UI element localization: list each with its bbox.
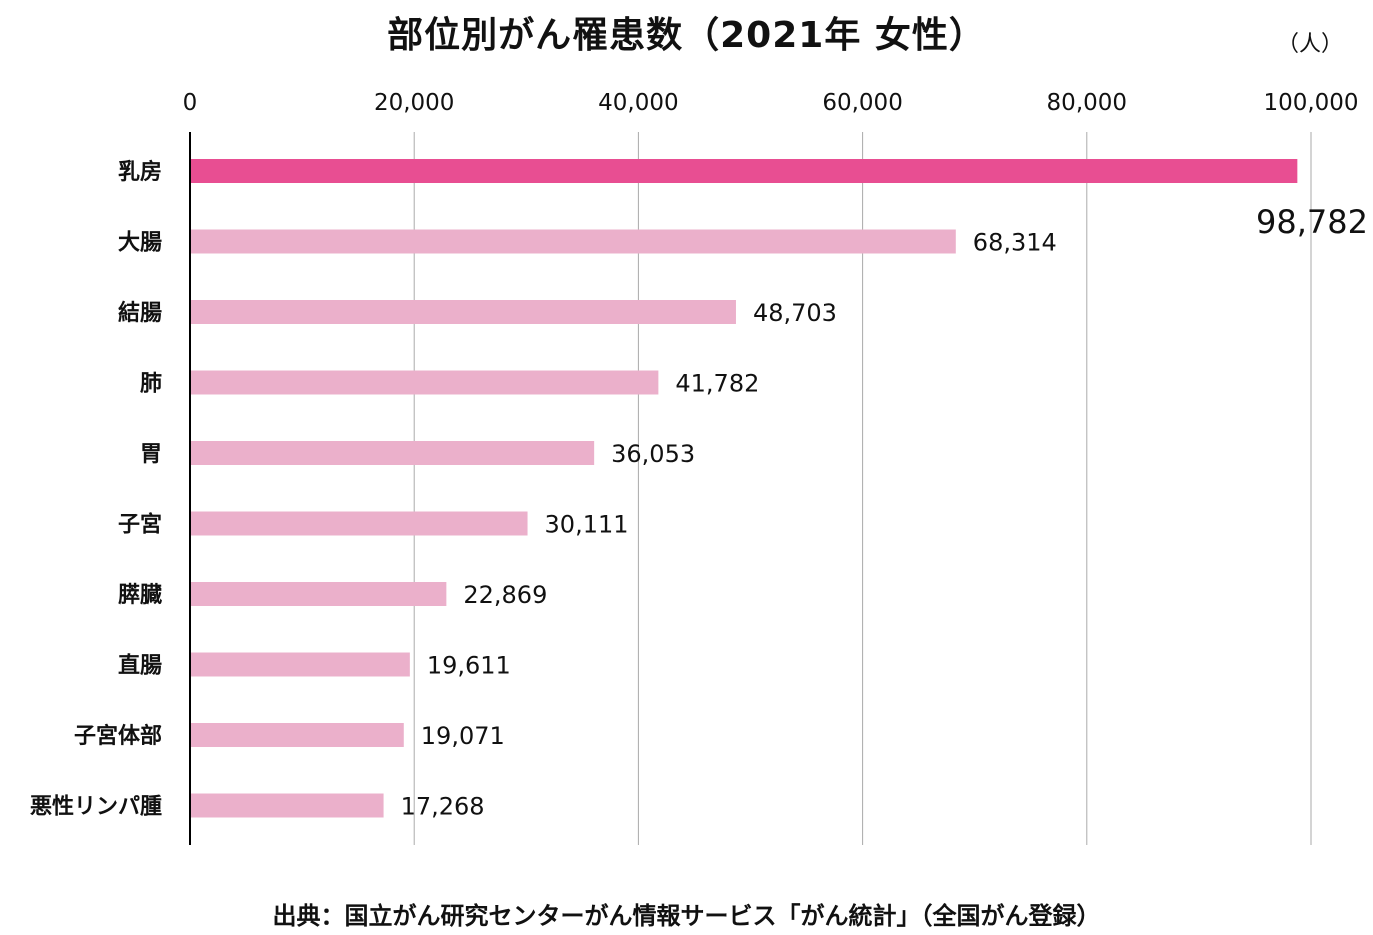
x-tick-label: 0 [183, 90, 198, 116]
category-label: 結腸 [118, 300, 162, 326]
value-label: 22,869 [463, 581, 547, 609]
x-tick-label: 100,000 [1263, 90, 1358, 116]
category-label: 乳房 [118, 159, 162, 185]
bar-6 [190, 511, 528, 536]
category-label: 子宮 [118, 512, 162, 538]
bar-5 [190, 441, 595, 465]
value-label: 19,071 [421, 722, 505, 750]
source-note: 出典：国立がん研究センターがん情報サービス「がん統計」（全国がん登録） [272, 902, 1101, 930]
value-label: 98,782 [1256, 203, 1368, 241]
category-label: 直腸 [118, 653, 162, 679]
x-tick-label: 40,000 [598, 90, 678, 116]
category-label: 大腸 [118, 231, 162, 256]
category-label: 子宮体部 [74, 723, 162, 749]
category-label: 肺 [140, 372, 162, 397]
value-label: 41,782 [675, 370, 759, 398]
unit-label: （人） [1276, 32, 1343, 57]
value-label: 36,053 [611, 440, 695, 468]
bar-7 [190, 582, 447, 606]
bar-1 [190, 159, 1298, 183]
bar-2 [190, 229, 956, 254]
value-label: 17,268 [401, 793, 485, 821]
bar-10 [190, 793, 384, 818]
bar-3 [190, 300, 736, 324]
x-tick-label: 20,000 [374, 90, 454, 116]
category-label: 悪性リンパ腫 [30, 795, 162, 820]
x-tick-label: 60,000 [822, 90, 902, 116]
value-label: 48,703 [753, 299, 837, 327]
value-label: 30,111 [545, 511, 629, 539]
bar-4 [190, 370, 659, 395]
bar-8 [190, 652, 410, 677]
category-label: 胃 [140, 442, 162, 467]
value-label: 19,611 [427, 652, 511, 680]
value-label: 68,314 [973, 229, 1057, 257]
x-tick-label: 80,000 [1047, 90, 1127, 116]
category-label: 膵臓 [118, 583, 162, 608]
chart-title: 部位別がん罹患数（2021年 女性） [387, 15, 986, 56]
bar-9 [190, 723, 404, 747]
